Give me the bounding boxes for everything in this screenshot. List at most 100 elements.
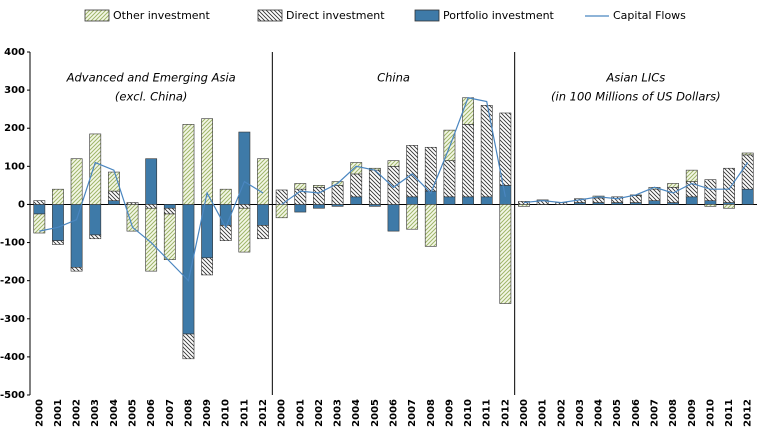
y-tick-label: 400	[4, 47, 25, 58]
bar-segment	[182, 124, 195, 205]
x-tick-label: 2006	[631, 399, 642, 427]
bar-segment	[443, 196, 456, 205]
x-tick-label: 2010	[705, 399, 716, 427]
x-tick-label: 2003	[90, 399, 101, 427]
bar-segment	[89, 234, 102, 240]
x-tick-label: 2003	[333, 399, 344, 427]
x-tick-label: 2009	[444, 399, 455, 427]
bar-segment	[331, 185, 344, 205]
legend-swatch	[84, 9, 110, 22]
bar-segment	[107, 190, 120, 201]
x-tick-label: 2008	[668, 399, 679, 427]
bar-segment	[219, 204, 232, 226]
y-tick-label: -100	[0, 238, 25, 249]
panel-subtitle: (in 100 Millions of US Dollars)	[551, 90, 721, 104]
bar-segment	[443, 129, 456, 161]
y-tick-label: 100	[4, 161, 25, 172]
bar-segment	[238, 131, 251, 205]
bar-segment	[424, 204, 437, 247]
bar-segment	[52, 188, 64, 205]
bar-segment	[480, 105, 493, 198]
y-tick-label: 0	[18, 199, 25, 210]
bar-segment	[518, 204, 530, 207]
bar-segment	[219, 188, 232, 205]
x-tick-label: 2005	[612, 399, 623, 427]
bar-segment	[313, 186, 325, 205]
bar-segment	[107, 200, 120, 205]
bar-segment	[406, 196, 419, 205]
bar-segment	[275, 204, 288, 219]
x-tick-label: 2012	[500, 399, 511, 427]
legend-label: Other investment	[113, 9, 211, 22]
bar-segment	[126, 204, 139, 232]
bar-segment	[257, 158, 269, 205]
x-tick-label: 2007	[165, 399, 176, 427]
bar-segment	[387, 160, 400, 167]
capital-flows-line	[39, 161, 264, 282]
bar-segment	[33, 213, 46, 234]
bar-segment	[480, 196, 493, 205]
x-tick-label: 2001	[538, 399, 549, 427]
bar-segment	[350, 196, 363, 205]
bar-segment	[406, 145, 419, 198]
bar-segment	[611, 196, 624, 203]
bar-segment	[52, 204, 64, 241]
bar-segment	[704, 179, 717, 201]
bar-segment	[592, 197, 605, 203]
x-tick-label: 2011	[239, 399, 250, 427]
bar-segment	[704, 200, 717, 205]
x-tick-label: 2012	[258, 399, 269, 427]
x-tick-label: 2006	[146, 399, 157, 427]
x-tick-label: 2012	[743, 399, 754, 427]
bar-segment	[182, 204, 195, 335]
legend-label: Portfolio investment	[443, 9, 555, 22]
x-tick-label: 2009	[202, 399, 213, 427]
bar-segment	[648, 200, 661, 205]
x-tick-label: 2000	[277, 399, 288, 427]
x-tick-label: 2010	[221, 399, 232, 427]
bar-segment	[387, 166, 400, 205]
bar-segment	[89, 204, 102, 236]
bar-segment	[257, 204, 269, 226]
legend-label: Capital Flows	[613, 9, 686, 22]
bar-segment	[667, 186, 680, 203]
bar-segment	[462, 124, 474, 198]
y-tick-label: -500	[0, 390, 25, 401]
x-tick-label: 2002	[314, 399, 325, 427]
bar-segment	[462, 196, 474, 205]
x-tick-label: 2005	[128, 399, 139, 427]
x-tick-label: 2011	[482, 399, 493, 427]
x-tick-label: 2010	[463, 399, 474, 427]
bar-segment	[201, 118, 213, 205]
panel-subtitle: (excl. China)	[115, 90, 188, 104]
x-tick-label: 2004	[351, 399, 362, 427]
bar-segment	[33, 204, 46, 215]
bar-segment	[629, 195, 642, 203]
y-tick-label: 200	[4, 123, 25, 134]
bar-segment	[145, 204, 158, 209]
bar-segment	[387, 204, 400, 232]
bar-segment	[294, 183, 307, 190]
x-tick-label: 2002	[72, 399, 83, 427]
y-tick-label: 300	[4, 85, 25, 96]
x-tick-label: 2004	[109, 399, 120, 427]
bar-segment	[145, 158, 158, 205]
y-tick-label: -400	[0, 352, 25, 363]
bar-segment	[667, 183, 680, 188]
bar-segment	[70, 204, 83, 268]
y-tick-label: -200	[0, 276, 25, 287]
capital-flows-line	[523, 162, 749, 204]
bar-segment	[741, 188, 754, 205]
x-tick-label: 2006	[389, 399, 400, 427]
bar-segment	[257, 225, 269, 240]
bar-segment	[723, 167, 735, 203]
x-tick-label: 2007	[649, 399, 660, 427]
y-tick-label: -300	[0, 314, 25, 325]
bar-segment	[33, 200, 46, 205]
bar-segment	[648, 188, 661, 201]
bar-segment	[424, 146, 437, 192]
bar-segment	[219, 225, 232, 241]
bar-segment	[741, 152, 754, 156]
bar-segment	[704, 204, 717, 207]
